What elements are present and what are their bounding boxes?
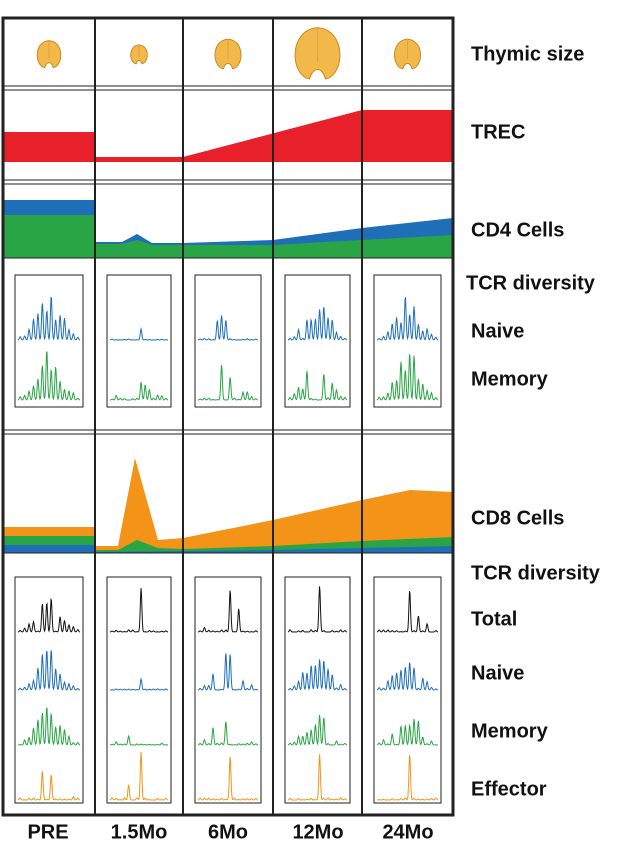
spectratype (197, 756, 259, 801)
spectratype (109, 752, 169, 801)
spectratype (109, 734, 168, 746)
row-label: Memory (471, 720, 549, 742)
spectratype-box (106, 576, 172, 804)
spectratype (110, 677, 169, 691)
spectratype (17, 351, 81, 401)
spectratype-box (14, 274, 84, 408)
cd8-orange-area (3, 458, 453, 553)
row-label: Memory (471, 368, 549, 390)
spectratype (17, 771, 81, 801)
spectratype (377, 755, 439, 801)
spectratype-box (106, 274, 172, 408)
spectratype (109, 381, 169, 401)
trec-area (3, 110, 453, 162)
spectratype (287, 370, 348, 401)
spectratype (197, 653, 259, 691)
frame (1, 16, 455, 817)
spectratype (109, 588, 169, 633)
row-label: TREC (471, 121, 525, 143)
cd4-green-area (3, 215, 453, 258)
spectratype (376, 354, 439, 401)
spectratype (17, 296, 81, 341)
row-label: Naive (471, 320, 524, 342)
spectratype (376, 297, 439, 341)
column-label: 24Mo (382, 821, 433, 843)
row-label: TCR diversity (471, 562, 601, 584)
spectratype (376, 662, 439, 691)
spectratype (109, 327, 168, 341)
row-label: Total (471, 608, 517, 630)
spectratype-box (284, 576, 351, 804)
spectratype (287, 307, 348, 341)
column-label: 6Mo (208, 821, 248, 843)
column-label: 1.5Mo (111, 821, 168, 843)
row-label: CD8 Cells (471, 507, 564, 529)
spectratype (197, 315, 259, 341)
spectratype (376, 718, 438, 746)
spectratype-box (194, 274, 262, 408)
row-label: Thymic size (471, 43, 584, 65)
row-label: Naive (471, 662, 524, 684)
cd8-blue-area (3, 545, 453, 553)
spectratype (376, 590, 439, 633)
spectratype-box (14, 576, 84, 804)
spectratype (197, 364, 259, 401)
spectratype (17, 597, 81, 633)
spectratype (197, 721, 259, 746)
spectratype-box (373, 274, 442, 408)
spectratype-box (194, 576, 262, 804)
spectratype (287, 754, 348, 801)
column-label: PRE (27, 821, 68, 843)
spectratype-box (373, 576, 442, 804)
spectratype (197, 590, 259, 633)
spectratype (287, 659, 348, 691)
row-label: CD4 Cells (471, 219, 564, 241)
spectratype (287, 586, 348, 633)
row-label: Effector (471, 778, 547, 800)
row-label: TCR diversity (466, 272, 596, 294)
spectratype (17, 650, 81, 691)
spectratype (287, 715, 348, 746)
spectratype (18, 707, 81, 746)
spectratype-box (284, 274, 351, 408)
column-label: 12Mo (292, 821, 343, 843)
